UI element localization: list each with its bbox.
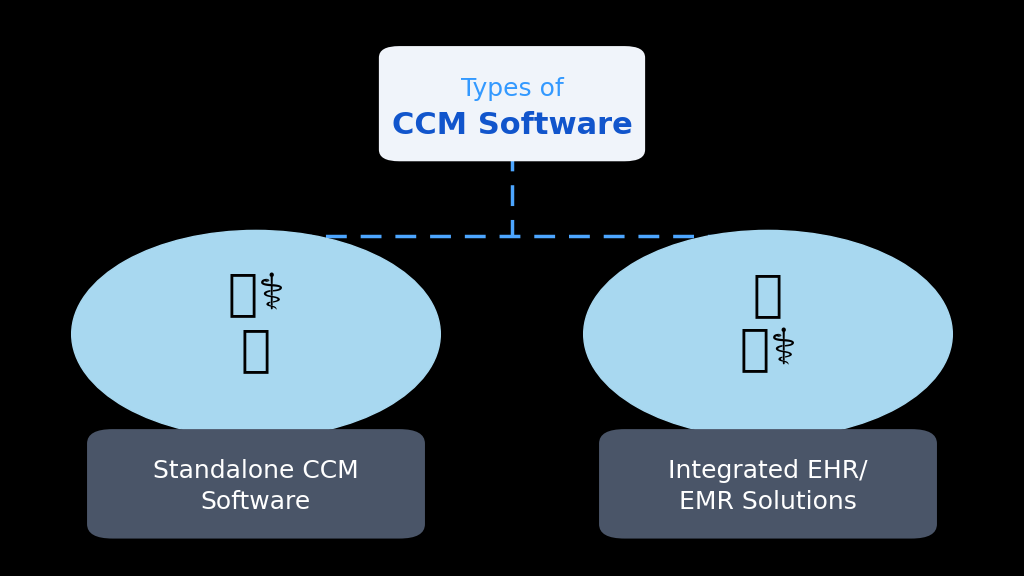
FancyBboxPatch shape bbox=[379, 46, 645, 161]
Circle shape bbox=[584, 230, 952, 438]
Text: Standalone CCM: Standalone CCM bbox=[154, 459, 358, 483]
FancyBboxPatch shape bbox=[87, 429, 425, 539]
Text: Software: Software bbox=[201, 490, 311, 514]
Text: 🏥
👩‍⚕️: 🏥 👩‍⚕️ bbox=[739, 271, 797, 374]
Text: CCM Software: CCM Software bbox=[391, 111, 633, 140]
Text: EMR Solutions: EMR Solutions bbox=[679, 490, 857, 514]
FancyBboxPatch shape bbox=[599, 429, 937, 539]
Text: 👨‍⚕️
💻: 👨‍⚕️ 💻 bbox=[227, 271, 285, 374]
Circle shape bbox=[72, 230, 440, 438]
Text: Integrated EHR/: Integrated EHR/ bbox=[669, 459, 867, 483]
Text: Types of: Types of bbox=[461, 77, 563, 101]
